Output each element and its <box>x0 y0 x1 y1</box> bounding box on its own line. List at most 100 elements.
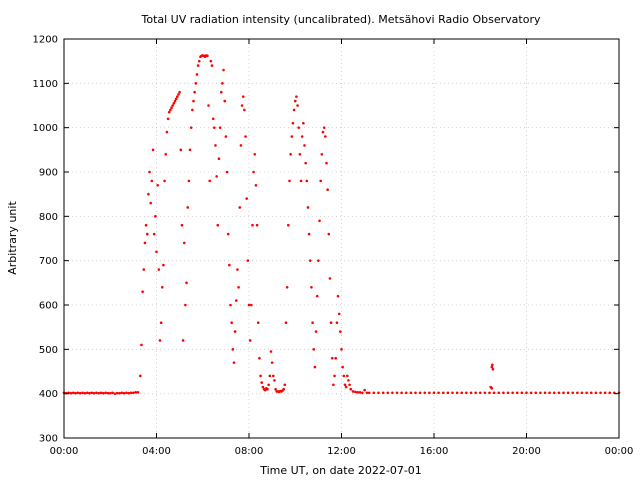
data-point <box>147 192 150 196</box>
data-point <box>233 330 237 333</box>
data-point <box>311 321 314 325</box>
data-point <box>71 391 75 395</box>
y-axis-label: Arbitrary unit <box>6 201 19 275</box>
data-point <box>315 294 319 298</box>
data-point <box>268 374 272 378</box>
data-point <box>182 241 186 245</box>
data-point <box>589 391 593 395</box>
data-point <box>409 391 413 395</box>
data-point <box>307 232 311 236</box>
data-point <box>543 391 547 395</box>
data-point <box>88 391 91 395</box>
data-point <box>349 387 353 391</box>
data-point <box>502 391 505 395</box>
data-point <box>455 391 459 395</box>
data-point <box>167 110 171 114</box>
data-point <box>245 197 248 200</box>
data-point <box>158 339 162 342</box>
data-point <box>335 321 339 325</box>
data-point <box>188 148 192 152</box>
data-point <box>189 126 193 129</box>
data-point <box>310 285 313 289</box>
data-point <box>165 130 169 134</box>
data-point <box>391 391 394 395</box>
data-point <box>115 391 119 395</box>
data-point <box>437 391 440 395</box>
data-point <box>152 232 156 236</box>
data-point <box>365 391 369 395</box>
data-point <box>332 383 335 387</box>
data-point <box>163 179 166 183</box>
data-point <box>162 263 165 267</box>
x-tick-label: 08:00 <box>235 446 264 457</box>
data-point <box>234 299 238 302</box>
data-point <box>313 365 317 369</box>
data-point <box>326 188 329 192</box>
data-point <box>136 391 140 394</box>
data-point <box>194 82 198 85</box>
data-point <box>297 126 301 129</box>
data-point <box>197 59 201 63</box>
data-point <box>142 268 146 271</box>
data-point <box>562 391 565 395</box>
data-point <box>251 223 254 227</box>
data-point <box>174 97 178 101</box>
data-point <box>483 391 487 395</box>
data-point <box>215 175 218 178</box>
data-point <box>356 391 359 394</box>
data-point <box>266 387 269 391</box>
data-point <box>196 64 200 67</box>
data-point <box>460 391 464 395</box>
data-point <box>345 374 349 378</box>
data-point <box>377 391 380 395</box>
data-point <box>488 391 491 395</box>
y-tick-label: 1100 <box>33 79 58 90</box>
data-point <box>552 391 556 395</box>
data-point <box>228 263 231 267</box>
data-point <box>95 391 98 395</box>
data-point <box>300 135 304 138</box>
data-point <box>529 391 533 395</box>
data-point <box>271 374 275 378</box>
data-point <box>171 104 174 107</box>
data-point <box>351 390 355 393</box>
data-point <box>404 391 408 395</box>
data-point <box>302 121 305 125</box>
data-point <box>253 152 257 156</box>
data-point <box>240 104 244 107</box>
data-point <box>303 144 306 147</box>
data-point <box>515 391 519 395</box>
data-point <box>270 361 274 364</box>
data-point <box>428 391 431 395</box>
data-point <box>333 374 336 378</box>
chart-title: Total UV radiation intensity (uncalibrat… <box>141 13 541 26</box>
data-point <box>238 206 242 209</box>
x-axis-label: Time UT, on date 2022-07-01 <box>259 464 422 477</box>
data-point <box>539 391 542 395</box>
data-point <box>296 104 299 107</box>
data-points <box>62 54 621 395</box>
y-tick-label: 1000 <box>33 123 58 134</box>
data-point <box>608 391 612 395</box>
data-point <box>267 383 270 387</box>
data-point <box>129 391 133 395</box>
data-point <box>236 268 239 271</box>
data-point <box>248 339 252 342</box>
data-point <box>178 90 181 94</box>
data-point <box>164 152 168 156</box>
data-point <box>237 285 240 289</box>
data-point <box>148 170 151 174</box>
data-point <box>125 391 128 395</box>
data-point <box>132 391 135 395</box>
data-point <box>122 391 126 395</box>
data-point <box>423 391 427 395</box>
data-point <box>156 184 159 187</box>
data-point <box>192 99 195 103</box>
data-point <box>97 391 100 395</box>
data-point <box>344 385 348 389</box>
data-point <box>288 179 291 183</box>
data-point <box>342 374 346 378</box>
data-point <box>241 95 245 98</box>
data-point <box>261 385 265 389</box>
